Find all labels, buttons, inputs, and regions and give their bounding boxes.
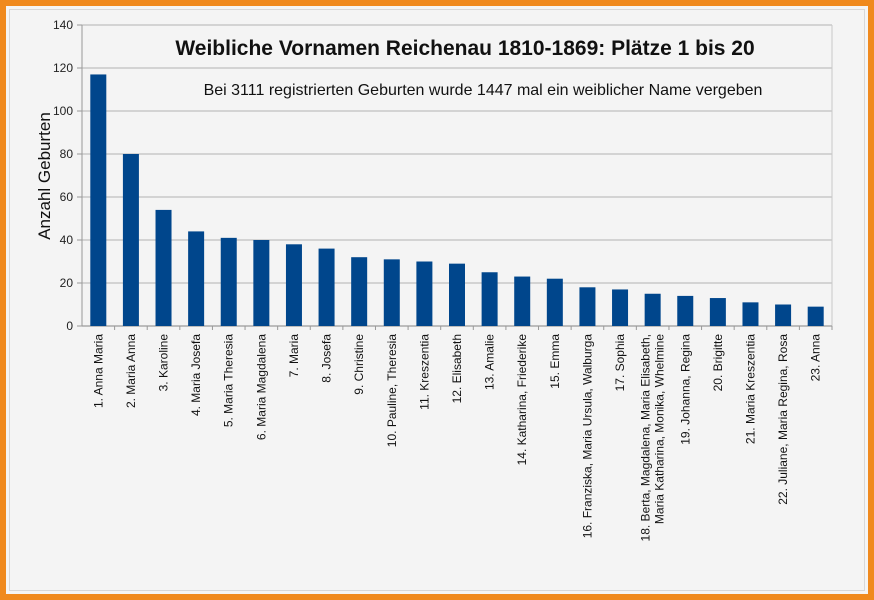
bar (709, 298, 726, 326)
bar (188, 231, 205, 326)
bar (612, 289, 629, 326)
bar (416, 261, 433, 326)
bar (481, 272, 498, 326)
x-tick-label: 22. Juliane, Maria Regina, Rosa (776, 334, 790, 505)
x-tick-label: 1. Anna Maria (91, 334, 105, 408)
bar (449, 263, 465, 326)
x-tick-label: 2. Maria Anna (124, 334, 138, 408)
bar (579, 287, 596, 326)
y-tick-label: 100 (53, 104, 73, 118)
x-tick-label: 21. Maria Kreszentia (743, 334, 757, 444)
bar (122, 154, 139, 326)
x-tick-label: 19. Johanna, Regina (678, 334, 692, 445)
x-tick-label: 17. Sophia (613, 334, 627, 392)
bar (742, 302, 759, 326)
y-tick-label: 120 (53, 61, 73, 75)
chart-title: Weibliche Vornamen Reichenau 1810-1869: … (175, 37, 754, 60)
x-tick-label: 9. Christine (352, 334, 366, 395)
y-tick-label: 20 (60, 276, 74, 290)
y-axis-label: Anzahl Geburten (35, 112, 54, 240)
bar (775, 304, 792, 326)
x-tick-label: 11. Kreszentia (417, 334, 431, 410)
bar (514, 276, 531, 326)
bar (220, 237, 237, 326)
x-tick-label: 3. Karoline (157, 334, 171, 392)
y-tick-label: 0 (66, 319, 73, 333)
bar (155, 209, 172, 326)
x-tick-label: 5. Maria Theresia (222, 334, 236, 427)
bar (677, 295, 694, 326)
y-tick-label: 40 (60, 233, 74, 247)
bar (90, 74, 107, 326)
y-tick-label: 80 (60, 147, 74, 161)
chart-subtitle: Bei 3111 registrierten Geburten wurde 14… (204, 82, 763, 99)
bar (351, 257, 368, 326)
x-tick-label: 20. Brigitte (711, 334, 725, 392)
x-tick-label: 14. Katharina, Friederike (515, 334, 529, 466)
x-tick-label: Maria Katharina, Monika, Whelmine (653, 334, 667, 524)
bar (318, 248, 335, 326)
y-tick-label: 140 (53, 18, 73, 32)
x-tick-label: 18. Berta, Magdalena, Maria Elisabeth, (639, 334, 653, 541)
bar (285, 244, 302, 326)
x-tick-label: 15. Emma (548, 334, 562, 389)
x-tick-label: 6. Maria Magdalena (254, 334, 268, 440)
bar (546, 278, 563, 326)
x-tick-label: 10. Pauline, Theresia (385, 334, 399, 448)
x-tick-label: 4. Maria Josefa (189, 334, 203, 416)
bar (644, 293, 661, 326)
x-tick-label: 16. Franziska, Maria Ursula, Walburga (580, 334, 594, 539)
x-tick-label: 7. Maria (287, 334, 301, 378)
x-tick-label: 8. Josefa (320, 334, 334, 383)
bar (807, 306, 824, 326)
x-tick-label: 13. Amalie (483, 334, 497, 390)
x-tick-label: 23. Anna (809, 334, 823, 382)
y-tick-label: 60 (60, 190, 74, 204)
bar (383, 259, 400, 326)
x-tick-label: 12. Elisabeth (450, 334, 464, 403)
bar (253, 240, 270, 326)
